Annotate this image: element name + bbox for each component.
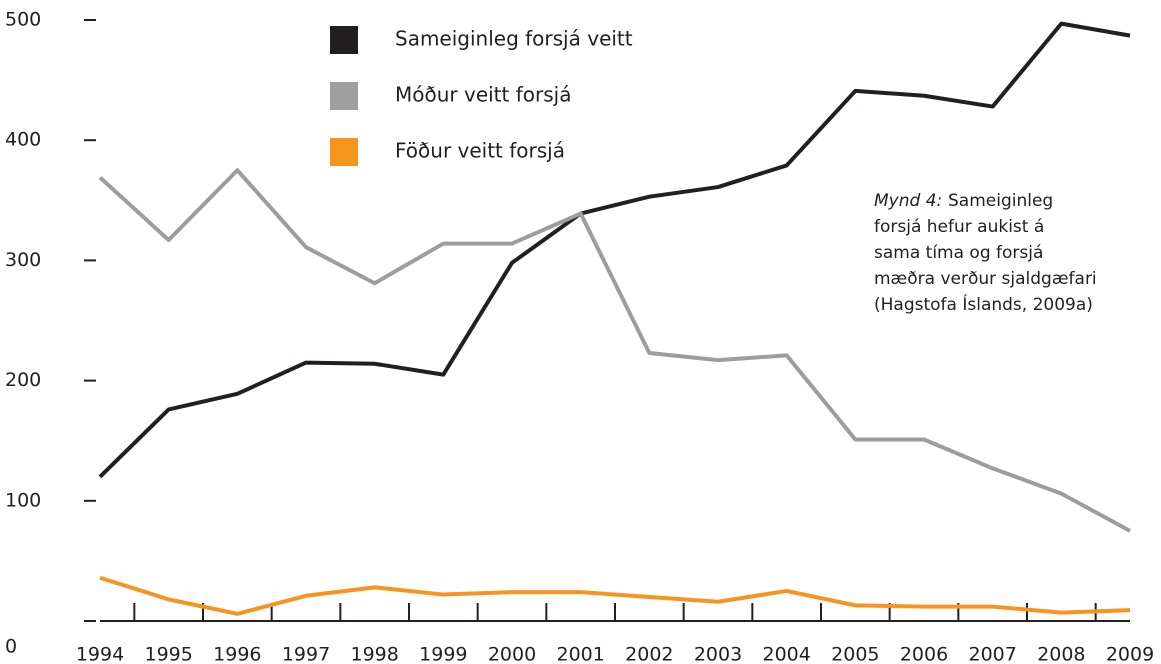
annotation-line: mæðra verður sjaldgæfari	[874, 269, 1097, 289]
legend-swatch	[330, 138, 358, 166]
y-tick-label: 100	[5, 489, 41, 511]
legend-label: Móður veitt forsjá	[395, 83, 571, 107]
annotation-line: sama tíma og forsjá	[874, 243, 1043, 263]
series-line	[98, 168, 1131, 533]
legend-label: Föður veitt forsjá	[395, 139, 565, 163]
x-tick-label: 2001	[556, 644, 604, 664]
y-tick-label: 0	[5, 636, 17, 658]
y-tick-label: 200	[5, 369, 41, 391]
y-tick-label: 500	[5, 9, 41, 31]
x-tick-label: 1995	[144, 644, 192, 664]
series-line	[98, 21, 1131, 479]
x-tick-label: 2008	[1037, 644, 1085, 664]
x-tick-label: 1999	[419, 644, 467, 664]
x-tick-label: 1997	[282, 644, 330, 664]
x-tick-label: 2003	[694, 644, 742, 664]
legend-label: Sameiginleg forsjá veitt	[395, 27, 633, 51]
x-tick-label: 2005	[831, 644, 879, 664]
series-line	[99, 575, 1131, 616]
legend-swatch	[330, 26, 358, 54]
legend-swatch	[330, 82, 358, 110]
y-tick-label: 300	[5, 249, 41, 271]
x-tick-label: 2006	[900, 644, 948, 664]
x-tick-label: 2007	[968, 644, 1016, 664]
annotation-label: Mynd 4:	[874, 191, 942, 211]
annotation-line: Sameiginleg	[948, 191, 1053, 211]
y-tick-label: 400	[5, 129, 41, 151]
annotation-line: forsjá hefur aukist á	[874, 217, 1044, 237]
x-tick-label: 2004	[762, 644, 810, 664]
annotation-line: (Hagstofa Íslands, 2009a)	[874, 293, 1093, 315]
x-tick-label: 2000	[488, 644, 536, 664]
x-tick-label: 2009	[1106, 644, 1154, 664]
x-tick-label: 1994	[76, 644, 124, 664]
x-tick-label: 1996	[213, 644, 261, 664]
x-tick-label: 2002	[625, 644, 673, 664]
x-tick-label: 1998	[350, 644, 398, 664]
